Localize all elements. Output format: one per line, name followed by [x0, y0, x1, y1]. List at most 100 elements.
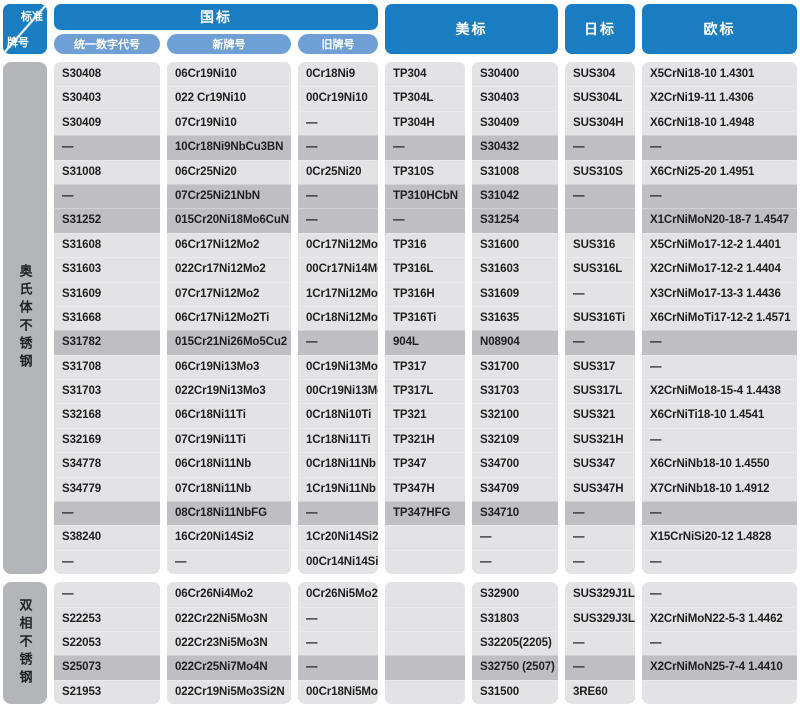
grade-cell: TP317L — [385, 379, 465, 404]
grade-cell: — — [642, 427, 797, 453]
grade-cell: 0Cr19Ni13Mo3 — [298, 354, 378, 380]
grade-cell: — — [54, 501, 160, 526]
grade-cell: X6CrNiMoTi17-12-2 1.4571 — [642, 305, 797, 331]
grade-cell: SUS321 — [565, 403, 635, 428]
grade-cell: S30409 — [54, 110, 160, 136]
grade-cell: — — [565, 135, 635, 160]
grade-cell: SUS316Ti — [565, 305, 635, 331]
grade-cell: X6CrNiNb18-10 1.4550 — [642, 452, 797, 477]
grade-cell: — — [54, 183, 160, 209]
grade-cell: — — [472, 525, 558, 550]
grade-cell: 1Cr20Ni14Si2 — [298, 525, 378, 550]
grade-cell: TP316Ti — [385, 305, 465, 331]
grade-cell — [385, 606, 465, 631]
grade-cell: X2CrNiMo17-12-2 1.4404 — [642, 257, 797, 282]
grade-cell — [565, 208, 635, 233]
table-header: 标准 牌号 国标 美标 日标 欧标 统一数字代号 新牌号 旧牌号 — [3, 4, 797, 54]
grade-cell: — — [298, 208, 378, 233]
grade-cell: — — [385, 208, 465, 233]
grade-cell: X5CrNiMo17-12-2 1.4401 — [642, 232, 797, 258]
grade-cell: 1Cr17Ni12Mo2 — [298, 281, 378, 306]
grade-cell: S34700 — [472, 452, 558, 477]
grade-cell — [385, 679, 465, 705]
grade-cell: S31635 — [472, 305, 558, 331]
grade-cell: — — [298, 606, 378, 631]
grade-cell — [385, 525, 465, 550]
grade-cell: S22253 — [54, 606, 160, 631]
grade-cell: 022Cr25Ni7Mo4N — [167, 655, 291, 680]
grade-cell: SUS317L — [565, 379, 635, 404]
grade-cell: SUS310S — [565, 159, 635, 184]
grade-cell — [385, 630, 465, 656]
grade-cell: 0Cr25Ni20 — [298, 159, 378, 184]
grade-cell: S31608 — [54, 232, 160, 258]
grade-cell: 06Cr19Ni13Mo3 — [167, 354, 291, 380]
grade-cell: — — [565, 501, 635, 526]
grade-cell: 06Cr26Ni4Mo2 — [167, 582, 291, 607]
grade-cell: TP316H — [385, 281, 465, 306]
grade-cell: X15CrNiSi20-12 1.4828 — [642, 525, 797, 550]
grade-cell: N08904 — [472, 330, 558, 355]
grade-cell: 0Cr18Ni9 — [298, 62, 378, 87]
grade-cell: — — [385, 135, 465, 160]
grade-cell: S31603 — [472, 257, 558, 282]
grade-cell — [385, 549, 465, 575]
grade-cell: SUS304H — [565, 110, 635, 136]
grade-cell: — — [565, 525, 635, 550]
grade-cell: — — [642, 582, 797, 607]
grade-cell: S31703 — [472, 379, 558, 404]
grade-cell: SUS304L — [565, 86, 635, 111]
header-jp-standard: 日标 — [565, 4, 635, 54]
grade-cell: 16Cr20Ni14Si2 — [167, 525, 291, 550]
grade-cell: TP317 — [385, 354, 465, 380]
grade-cell: 3RE60 — [565, 679, 635, 705]
grade-cell: TP304H — [385, 110, 465, 136]
grade-cell: S31668 — [54, 305, 160, 331]
grade-cell: S32169 — [54, 427, 160, 453]
grade-cell: — — [472, 549, 558, 575]
section-label: 奥氏体不锈钢 — [3, 62, 47, 575]
grade-cell: S34778 — [54, 452, 160, 477]
grade-cell: S32109 — [472, 427, 558, 453]
grade-cell: 07Cr18Ni11Nb — [167, 476, 291, 502]
header-us-standard: 美标 — [385, 4, 558, 54]
grade-cell: X6CrNi18-10 1.4948 — [642, 110, 797, 136]
grade-cell: 0Cr18Ni10Ti — [298, 403, 378, 428]
table-section: 双相不锈钢 — S22253 S22053 S25073 S21953 06Cr26Ni4M… — [3, 582, 797, 705]
header-eu-standard: 欧标 — [642, 4, 797, 54]
grade-cell: S31609 — [472, 281, 558, 306]
column-block: 0Cr18Ni9 00Cr19Ni10— —0Cr25Ni20— —0Cr17Ni12… — [298, 62, 378, 575]
grade-cell: S38240 — [54, 525, 160, 550]
grade-cell: X6CrNi25-20 1.4951 — [642, 159, 797, 184]
grade-cell: 1Cr19Ni11Nb — [298, 476, 378, 502]
grade-cell: TP321 — [385, 403, 465, 428]
grade-cell: X1CrNiMoN20-18-7 1.4547 — [642, 208, 797, 233]
grade-cell: TP310S — [385, 159, 465, 184]
grade-cell: S30403 — [472, 86, 558, 111]
column-block: 0Cr26Ni5Mo2———00Cr18Ni5Mo3Si2 — [298, 582, 378, 705]
grade-cell: X3CrNiMo17-13-3 1.4436 — [642, 281, 797, 306]
grade-cell: S32900 — [472, 582, 558, 607]
grade-cell: TP304L — [385, 86, 465, 111]
grade-cell: S30409 — [472, 110, 558, 136]
grade-cell: S34779 — [54, 476, 160, 502]
column-block: SUS329J1L SUS329J3L — —3RE60 — [565, 582, 635, 705]
grade-cell: X2CrNi19-11 1.4306 — [642, 86, 797, 111]
grade-cell: — — [54, 549, 160, 575]
grade-cell: — — [565, 630, 635, 656]
grade-cell: 00Cr19Ni13Mo3 — [298, 379, 378, 404]
grade-cell: S31603 — [54, 257, 160, 282]
grade-cell: 00Cr17Ni14Mo2 — [298, 257, 378, 282]
grade-cell: 06Cr19Ni10 — [167, 62, 291, 87]
column-block: — X2CrNiMoN22-5-3 1.4462— X2CrNiMoN25-7-4 … — [642, 582, 797, 705]
column-block: S32900 S31803 S32205(2205) S32750 (2507) S31… — [472, 582, 558, 705]
grade-cell: 06Cr17Ni12Mo2Ti — [167, 305, 291, 331]
grade-cell: S30400 — [472, 62, 558, 87]
grade-cell: X2CrNiMo18-15-4 1.4438 — [642, 379, 797, 404]
grade-cell: — — [642, 183, 797, 209]
grade-cell: — — [298, 183, 378, 209]
grade-cell: — — [298, 110, 378, 136]
header-gb-standard: 国标 — [54, 4, 378, 30]
grade-cell: SUS347 — [565, 452, 635, 477]
grade-cell: TP347HFG — [385, 501, 465, 526]
